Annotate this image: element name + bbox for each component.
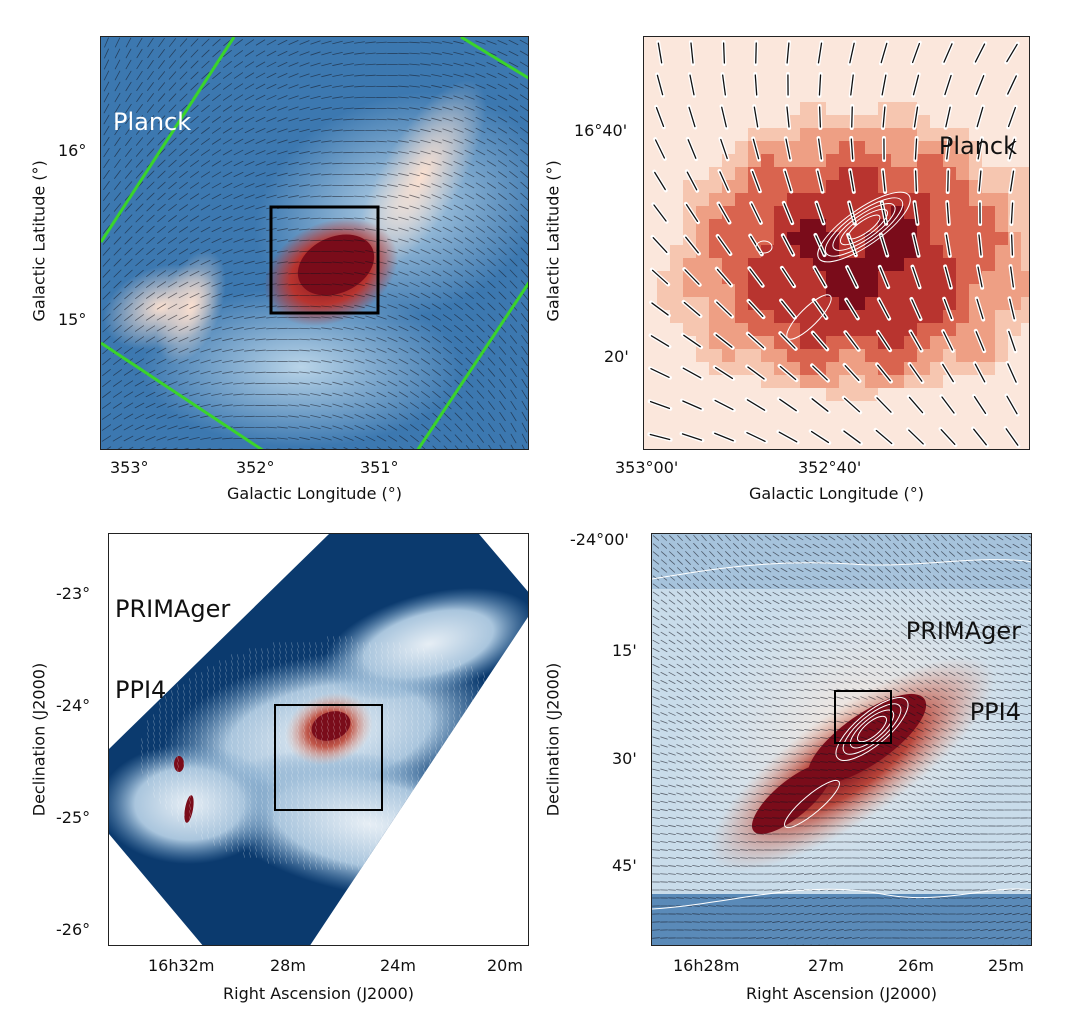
y-tick: 30'	[612, 749, 637, 768]
contours	[755, 191, 911, 340]
x-tick: 28m	[270, 956, 306, 975]
emission-blob	[356, 79, 486, 275]
emission-blob	[297, 234, 375, 296]
y-axis-label: Declination (J2000)	[543, 662, 563, 817]
primager-zoom-image	[652, 534, 1031, 945]
emission-blob	[156, 249, 226, 365]
y-tick: 16°40'	[574, 121, 628, 140]
contours	[652, 559, 1031, 910]
label-line-1: Planck	[938, 132, 1017, 160]
x-tick: 27m	[808, 956, 844, 975]
x-tick: 351°	[360, 458, 399, 477]
x-tick: 352°	[236, 458, 275, 477]
label-line-2: PPI4	[969, 698, 1021, 726]
planck-zoom-image	[644, 37, 1029, 449]
polarization-vectors	[652, 534, 1031, 945]
zoom-box	[834, 690, 892, 744]
y-tick: 20'	[604, 347, 629, 366]
footprint-outline	[101, 37, 528, 449]
y-tick: 15'	[612, 641, 637, 660]
polarization-vectors	[649, 42, 1019, 446]
zoom-box	[269, 205, 380, 315]
polarization-vectors	[141, 636, 527, 870]
map-label: PRIMAger PPI4	[906, 564, 1021, 780]
x-tick: 20m	[487, 956, 523, 975]
y-axis-label: Galactic Latitude (°)	[29, 160, 49, 322]
label-line-1: PRIMAger	[115, 595, 231, 623]
x-tick: 24m	[380, 956, 416, 975]
polarization-vectors	[101, 37, 528, 449]
y-tick: 16°	[58, 141, 87, 160]
y-axis-label: Galactic Latitude (°)	[543, 160, 563, 322]
x-tick: 16h28m	[673, 956, 740, 975]
primager-wide-map: PRIMAger PPI4	[108, 533, 529, 946]
x-tick: 353°00'	[615, 458, 679, 477]
x-axis-label: Galactic Longitude (°)	[227, 484, 402, 503]
x-tick: 352°40'	[798, 458, 862, 477]
y-tick: -23°	[56, 584, 91, 603]
map-label: PRIMAger PPI4	[115, 542, 230, 758]
low-emission-band	[652, 894, 1031, 945]
zoom-box	[274, 704, 383, 811]
label-line-2: PPI4	[115, 676, 167, 704]
emission-blob	[751, 764, 833, 834]
emission-blob	[174, 756, 184, 772]
emission-blob	[311, 711, 351, 741]
y-tick: -24°	[56, 696, 91, 715]
x-tick: 26m	[898, 956, 934, 975]
label-line-1: PRIMAger	[905, 617, 1021, 645]
map-label: Planck	[939, 79, 1017, 214]
x-tick: 16h32m	[148, 956, 215, 975]
y-tick: -25°	[56, 808, 91, 827]
y-tick: -24°00'	[570, 530, 629, 549]
x-tick: 25m	[988, 956, 1024, 975]
planck-wide-image	[101, 37, 528, 449]
map-label: Planck	[113, 55, 191, 190]
planck-wide-map: Planck	[100, 36, 529, 450]
x-axis-label: Right Ascension (J2000)	[223, 984, 414, 1003]
x-axis-label: Galactic Longitude (°)	[749, 484, 924, 503]
y-tick: 45'	[612, 856, 637, 875]
planck-zoom-map: Planck	[643, 36, 1030, 450]
emission-blob	[184, 795, 194, 823]
primager-wide-image	[109, 534, 528, 945]
y-tick: 15°	[58, 310, 87, 329]
x-axis-label: Right Ascension (J2000)	[746, 984, 937, 1003]
emission-blob	[321, 587, 528, 701]
y-tick: -26°	[56, 920, 91, 939]
x-tick: 353°	[110, 458, 149, 477]
label-line-1: Planck	[113, 108, 192, 136]
primager-zoom-map: PRIMAger PPI4	[651, 533, 1032, 946]
y-axis-label: Declination (J2000)	[29, 662, 49, 817]
